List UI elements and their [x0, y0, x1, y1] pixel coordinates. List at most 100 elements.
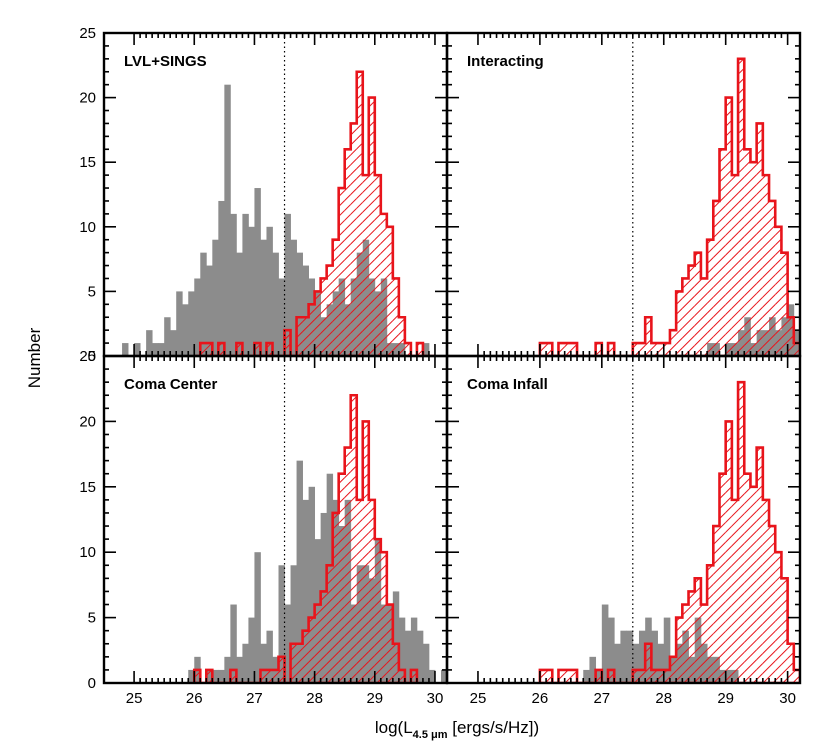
- red-hatched-bar: [350, 395, 357, 683]
- red-hatched-bar: [744, 149, 751, 356]
- red-hatched-bar: [404, 343, 411, 356]
- gray-bar: [278, 278, 285, 356]
- red-hatched-bar: [296, 317, 303, 356]
- x-tick-label: 30: [427, 690, 444, 707]
- red-hatched-bar: [688, 265, 695, 356]
- red-hatched-bar: [386, 226, 393, 356]
- x-tick-label: 25: [126, 690, 143, 707]
- gray-bar: [230, 213, 237, 356]
- x-tick-label: 28: [655, 690, 672, 707]
- gray-bar: [164, 317, 171, 356]
- red-hatched-bar: [338, 188, 345, 356]
- red-hatched-bar: [266, 343, 273, 356]
- red-hatched-bar: [663, 343, 670, 356]
- red-hatched-bar: [725, 97, 732, 356]
- red-hatched-bar: [374, 175, 381, 356]
- red-hatched-bar: [326, 265, 333, 356]
- red-hatched-bar: [558, 343, 565, 356]
- red-hatched-bar: [657, 669, 664, 683]
- red-hatched-bar: [362, 175, 369, 356]
- gray-bar: [152, 343, 159, 356]
- gray-bar: [266, 226, 273, 356]
- red-hatched-bar: [775, 226, 782, 356]
- red-hatched-bar: [762, 499, 770, 683]
- red-hatched-bar: [682, 604, 689, 683]
- red-hatched-bar: [368, 499, 375, 683]
- red-hatched-bar: [806, 343, 812, 356]
- red-hatched-bar: [669, 656, 677, 683]
- red-hatched-bar: [200, 343, 207, 356]
- gray-bar: [254, 188, 261, 356]
- y-tick-label: 5: [88, 283, 96, 300]
- red-hatched-bar: [362, 421, 369, 683]
- gray-bar: [440, 669, 447, 683]
- red-hatched-bar: [356, 71, 363, 356]
- red-hatched-bar: [781, 578, 788, 683]
- red-hatched-bar: [392, 643, 399, 683]
- red-hatched-bar: [657, 343, 664, 356]
- y-tick-label: 10: [79, 219, 96, 236]
- red-hatched-bar: [632, 343, 639, 356]
- x-tick-label: 27: [593, 690, 610, 707]
- gray-bar: [218, 200, 225, 356]
- gray-bar: [308, 486, 316, 683]
- red-hatched-bar: [416, 343, 423, 356]
- gray-bar: [614, 643, 621, 683]
- red-hatched-bar: [608, 343, 615, 356]
- red-hatched-bar: [254, 343, 261, 356]
- red-hatched-bar: [410, 669, 417, 683]
- red-hatched-bar: [308, 304, 315, 356]
- gray-bar: [302, 265, 309, 356]
- red-hatched-bar: [350, 123, 357, 356]
- red-hatched-bar: [398, 669, 405, 683]
- red-hatched-bar: [380, 552, 387, 683]
- red-hatched-bar: [344, 149, 351, 356]
- red-hatched-bar: [756, 447, 763, 683]
- red-hatched-bar: [676, 291, 683, 356]
- gray-bar: [248, 226, 255, 356]
- red-hatched-bar: [775, 552, 782, 683]
- x-tick-label: 27: [246, 690, 263, 707]
- tick-marks: [104, 355, 447, 684]
- panel-coma-center: 0 5 10 15 20 25 25 26 27 28 29 30 Coma Center: [79, 348, 449, 707]
- red-hatched-bar: [539, 343, 547, 356]
- red-hatched-bar: [296, 643, 303, 683]
- red-hatched-bar: [595, 343, 602, 356]
- red-hatched-bar: [374, 539, 381, 683]
- red-hatched-bar: [719, 149, 726, 356]
- panel-label: Interacting: [467, 53, 544, 70]
- red-histogram: [192, 393, 419, 683]
- gray-bar: [663, 617, 671, 683]
- gray-bar: [272, 252, 279, 356]
- gray-bar: [583, 669, 590, 683]
- gray-bar: [422, 643, 430, 683]
- y-tick-label: 15: [79, 479, 96, 496]
- gray-bar: [176, 291, 183, 356]
- red-histogram-outline: [538, 57, 800, 356]
- gray-bar: [212, 239, 219, 356]
- red-hatched-bar: [230, 669, 237, 683]
- gray-bar: [170, 330, 177, 356]
- red-hatched-bar: [632, 669, 639, 683]
- x-tick-label: 30: [779, 690, 796, 707]
- gray-bar: [194, 278, 201, 356]
- red-histogram-outline: [192, 393, 419, 683]
- red-hatched-bar: [645, 643, 652, 683]
- gray-bar: [158, 343, 165, 356]
- x-axis-title-main: log(L: [375, 718, 413, 737]
- gray-bar: [620, 630, 627, 683]
- red-histogram: [194, 70, 435, 356]
- red-hatched-bar: [707, 565, 714, 683]
- red-hatched-bar: [638, 669, 646, 683]
- gray-bar: [266, 630, 273, 683]
- gray-bar: [284, 604, 291, 683]
- y-tick-label: 20: [79, 413, 96, 430]
- gray-bar: [290, 239, 297, 356]
- y-tick-label: 0: [88, 348, 96, 365]
- gray-bar: [422, 343, 430, 356]
- red-hatched-bar: [645, 317, 652, 356]
- gray-bar: [392, 591, 400, 683]
- x-axis-title: log(L4.5 μm [ergs/s/Hz]): [375, 718, 539, 741]
- red-hatched-bar: [308, 617, 315, 683]
